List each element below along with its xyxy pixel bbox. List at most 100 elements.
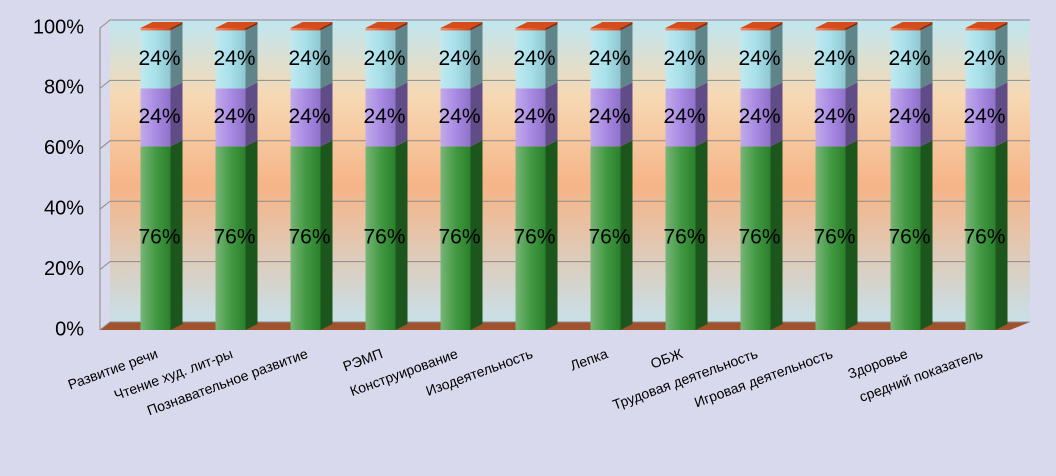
bar-top	[740, 22, 783, 28]
data-label: 24%	[813, 105, 855, 128]
bar-shine	[665, 28, 696, 31]
bar-shine	[740, 146, 771, 330]
bar-side	[920, 140, 933, 330]
data-label: 24%	[213, 47, 255, 70]
data-label: 24%	[588, 105, 630, 128]
bar-shine	[515, 28, 546, 31]
bar-side	[170, 24, 183, 89]
y-tick-label: 60%	[44, 137, 84, 159]
x-tick-label: Лепка	[568, 345, 610, 373]
bar-shine	[665, 88, 696, 147]
data-label: 24%	[738, 105, 780, 128]
bar-shine	[215, 146, 246, 330]
bar-shine	[965, 28, 996, 31]
bar-shine	[965, 30, 996, 89]
bar-shine	[890, 30, 921, 89]
y-tick-label: 100%	[33, 16, 84, 38]
bar-shine	[440, 30, 471, 89]
x-tick-label: РЭМП	[341, 345, 385, 374]
grid-line	[99, 140, 1030, 150]
bar-shine	[140, 146, 171, 330]
data-label: 76%	[813, 226, 855, 249]
back-wall	[110, 20, 1030, 322]
data-label: 76%	[588, 226, 630, 249]
data-label: 24%	[738, 47, 780, 70]
data-label: 24%	[588, 47, 630, 70]
bar-side	[245, 22, 258, 31]
bar-side	[395, 24, 408, 89]
bar-side	[620, 24, 633, 89]
bar-top	[665, 22, 708, 28]
data-label: 24%	[363, 105, 405, 128]
data-label: 76%	[738, 226, 780, 249]
bar-shine	[815, 88, 846, 147]
bar-top	[590, 22, 633, 28]
bar-side	[320, 82, 333, 147]
bar-shine	[890, 146, 921, 330]
bar-top	[215, 22, 258, 28]
bar-side	[695, 140, 708, 330]
data-label: 24%	[963, 105, 1005, 128]
bar-side	[920, 22, 933, 31]
bar-shine	[365, 30, 396, 89]
data-label: 76%	[363, 226, 405, 249]
bar-shine	[290, 30, 321, 89]
bar-top	[890, 22, 933, 28]
grid-line	[99, 321, 1030, 331]
data-label: 76%	[138, 226, 180, 249]
bar-side	[170, 22, 183, 31]
data-label: 24%	[513, 47, 555, 70]
bar-side	[845, 22, 858, 31]
bar-shine	[590, 28, 621, 31]
bar-shine	[740, 30, 771, 89]
bar-top	[965, 22, 1008, 28]
data-label: 24%	[513, 105, 555, 128]
data-label: 24%	[138, 47, 180, 70]
data-label: 76%	[213, 226, 255, 249]
bar-side	[470, 24, 483, 89]
grid-line	[99, 261, 1030, 270]
bar-side	[620, 82, 633, 147]
bar-side	[845, 140, 858, 330]
data-label: 76%	[888, 226, 930, 249]
bar-side	[695, 82, 708, 147]
bar-side	[695, 24, 708, 89]
bar-side	[545, 140, 558, 330]
y-tick-label: 40%	[44, 197, 84, 219]
y-tick-label: 80%	[44, 77, 84, 99]
bar-shine	[515, 30, 546, 89]
bar-shine	[665, 146, 696, 330]
bar-top	[515, 22, 558, 28]
bar-side	[320, 140, 333, 330]
bar-shine	[740, 28, 771, 31]
bar-side	[395, 140, 408, 330]
bar-top	[290, 22, 333, 28]
bar-shine	[290, 146, 321, 330]
bar-side	[620, 22, 633, 31]
bar-side	[995, 140, 1008, 330]
bar-shine	[365, 88, 396, 147]
bar-shine	[590, 88, 621, 147]
data-label: 24%	[288, 105, 330, 128]
bar-shine	[215, 88, 246, 147]
data-label: 24%	[963, 47, 1005, 70]
bar-side	[320, 24, 333, 89]
bar-shine	[515, 88, 546, 147]
bar-shine	[365, 28, 396, 31]
bar-shine	[590, 146, 621, 330]
data-label: 76%	[663, 226, 705, 249]
data-label: 24%	[888, 105, 930, 128]
bar-side	[470, 140, 483, 330]
data-label: 24%	[363, 47, 405, 70]
bar-shine	[965, 146, 996, 330]
bar-side	[170, 82, 183, 147]
bar-shine	[140, 88, 171, 147]
grid-line	[99, 200, 1030, 210]
bar-side	[470, 82, 483, 147]
data-label: 24%	[888, 47, 930, 70]
bar-top	[140, 22, 183, 28]
bar-top	[365, 22, 408, 28]
bar-side	[545, 24, 558, 89]
bar-side	[695, 22, 708, 31]
bar-side	[920, 82, 933, 147]
